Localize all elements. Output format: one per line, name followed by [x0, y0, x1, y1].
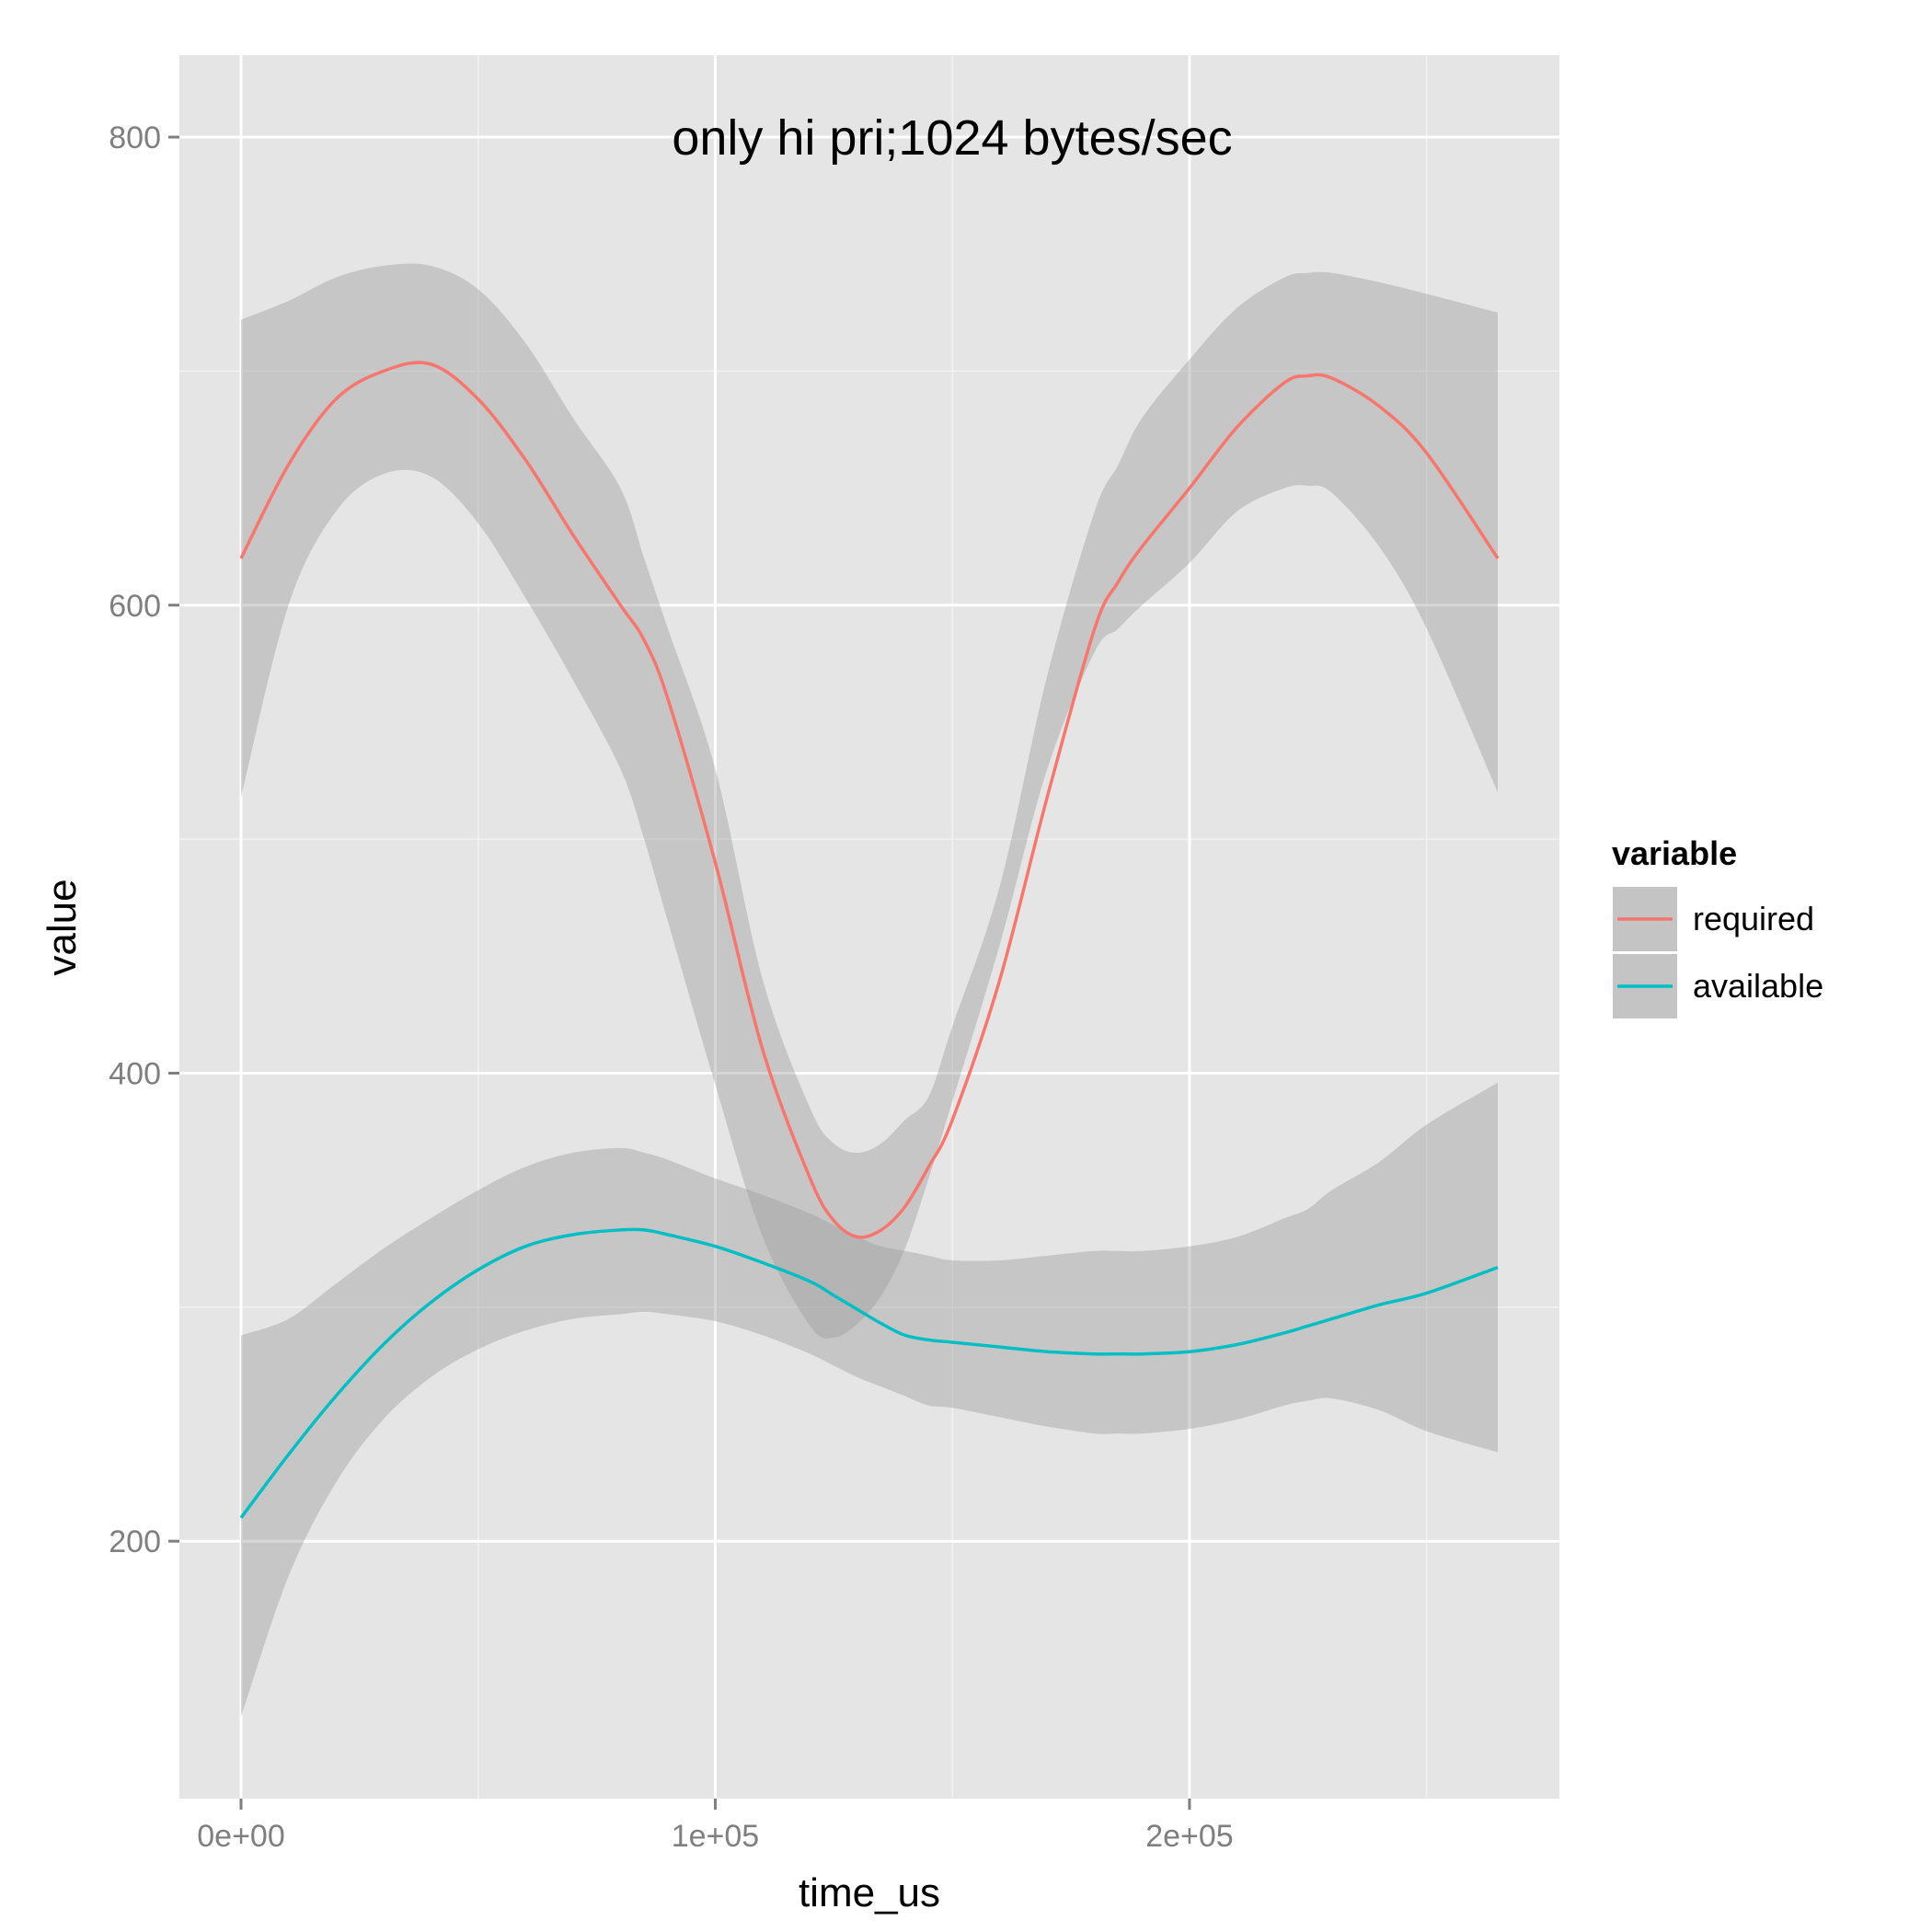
legend-keys: required available	[1611, 885, 1823, 1020]
y-tick-label: 200	[109, 1524, 161, 1559]
x-axis: 0e+00 1e+05 2e+05	[197, 1799, 1234, 1854]
x-tick-label: 1e+05	[672, 1819, 760, 1854]
grid-minor	[179, 55, 1559, 1799]
ribbon-available	[241, 1082, 1498, 1717]
confidence-ribbons	[241, 263, 1498, 1717]
line-available	[239, 1227, 1499, 1519]
plot-panel	[179, 55, 1559, 1799]
x-axis-title: time_us	[799, 1870, 940, 1915]
grid-major	[179, 55, 1559, 1799]
legend: variable required available	[1611, 834, 1823, 1020]
x-tick-label: 2e+05	[1145, 1819, 1234, 1854]
plot-title: only hi pri;1024 bytes/sec	[672, 110, 1232, 166]
legend-label-required: required	[1693, 900, 1814, 937]
line-required	[239, 361, 1500, 1239]
legend-label-available: available	[1693, 967, 1823, 1005]
series-lines	[239, 361, 1500, 1519]
ribbon-required	[241, 263, 1498, 1339]
legend-title: variable	[1612, 834, 1737, 872]
x-tick-label: 0e+00	[197, 1819, 285, 1854]
y-tick-label: 400	[109, 1056, 161, 1091]
y-axis-title: value	[40, 879, 85, 975]
y-tick-label: 600	[109, 589, 161, 624]
y-tick-label: 800	[109, 121, 161, 155]
y-axis: 200 400 600 800	[109, 121, 179, 1559]
